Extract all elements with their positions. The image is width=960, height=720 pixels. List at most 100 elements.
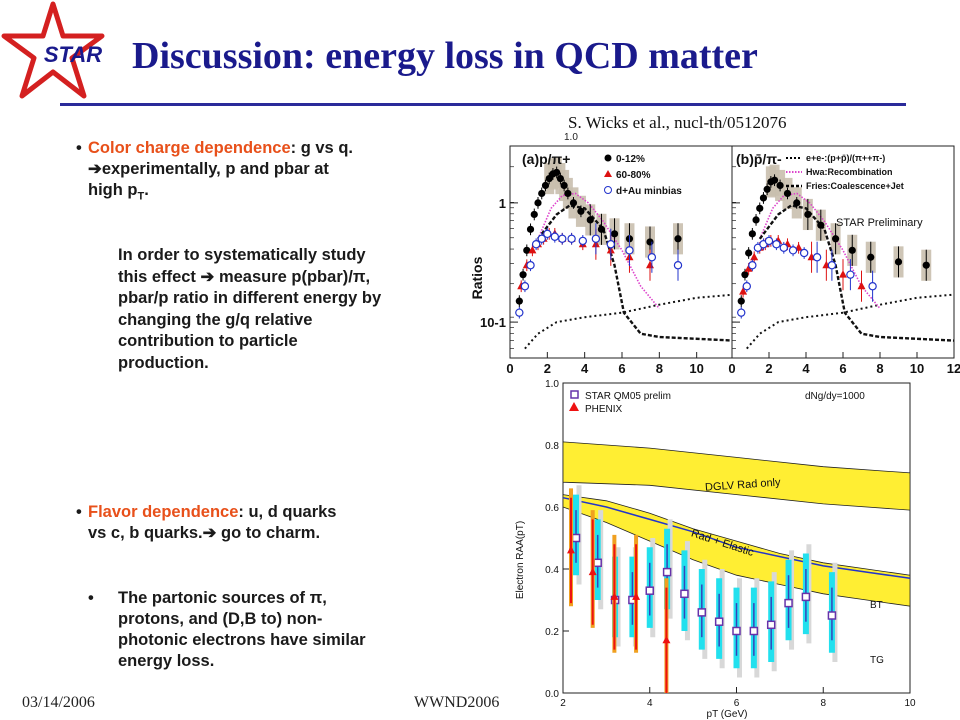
data-point <box>571 533 581 543</box>
data-point <box>894 258 903 266</box>
legend-entry: Fries:Coalescence+Jet <box>806 181 904 191</box>
x-tick-label: 0 <box>728 361 735 376</box>
data-point <box>741 271 749 279</box>
data-point <box>756 204 764 212</box>
arrow-icon: ➔ <box>202 524 217 542</box>
data-point <box>610 592 619 600</box>
data-point <box>737 308 746 317</box>
y-tick-label: 10-1 <box>480 315 506 330</box>
x-tick-label: 0 <box>506 361 513 376</box>
bullet-dot: • <box>88 589 94 607</box>
chart-electron-raa: 0.0 0.2 0.4 0.6 0.8 1.0 2 4 6 8 10 Electron RAA(pT… <box>515 379 916 720</box>
data-point <box>857 281 866 290</box>
data-point <box>748 230 756 238</box>
data-point <box>846 270 855 279</box>
data-point <box>673 261 683 270</box>
x-tick-label: 6 <box>734 698 740 709</box>
data-point <box>520 282 530 291</box>
band-label-dglv: DGLV Rad only <box>705 476 782 493</box>
data-point <box>674 235 682 243</box>
bullet-text: : g vs q. <box>290 139 353 157</box>
bullet-partonic: • The partonic sources of π, protons, an… <box>88 588 498 672</box>
legend-entry: d+Au minbias <box>616 186 682 197</box>
y-tick-label: 0.4 <box>545 565 559 576</box>
y-tick-label: 1.0 <box>545 379 559 390</box>
coalescence-jet-curve <box>758 204 955 342</box>
bullet-flavor: • Flavor dependence: u, d quarks vs c, b… <box>76 502 468 544</box>
data-point <box>812 253 822 262</box>
data-point <box>597 225 606 233</box>
data-point <box>783 189 792 198</box>
dng-dy-label: dNg/dy=1000 <box>805 391 865 402</box>
data-point <box>748 261 757 270</box>
legend: 0-12% 60-80% d+Au minbias <box>604 154 682 197</box>
data-point <box>749 626 759 636</box>
data-point <box>543 229 552 239</box>
data-point <box>779 243 789 253</box>
band-label-tg: TG <box>870 655 884 666</box>
data-point <box>750 252 759 261</box>
panel-label: (a)p/π+ <box>522 151 570 167</box>
data-point <box>567 545 576 554</box>
data-point <box>784 598 793 608</box>
data-point <box>537 234 546 243</box>
bullet-text: : u, d quarks <box>238 503 337 521</box>
data-point <box>839 270 847 278</box>
data-point <box>645 586 654 595</box>
legend-entry: PHENIX <box>585 404 623 415</box>
para-line: this effect <box>118 267 201 286</box>
data-point <box>526 261 535 270</box>
bullet-text: . <box>144 181 149 199</box>
data-point <box>558 234 567 243</box>
data-point <box>606 240 615 249</box>
data-point <box>610 230 619 238</box>
data-point <box>538 189 546 198</box>
bullet-color-charge: • Color charge dependence: g vs q. ➔expe… <box>76 138 468 207</box>
x-tick-label: 4 <box>647 698 653 709</box>
bullet-dot: • <box>76 139 82 157</box>
data-point <box>530 210 538 219</box>
band-rad-elastic <box>562 494 911 607</box>
data-point <box>662 635 671 644</box>
ee-reference-curve <box>746 293 955 350</box>
legend-marker <box>570 390 579 399</box>
panel-label: (b)p̄/π- <box>736 151 782 167</box>
data-point <box>541 181 550 190</box>
data-point <box>560 181 568 190</box>
data-point <box>586 216 594 224</box>
y-top-label: 1.0 <box>564 132 578 143</box>
bt-curve <box>562 496 911 580</box>
data-point <box>804 210 812 219</box>
data-point <box>739 287 748 295</box>
data-point <box>801 592 811 602</box>
para-line: measure p(pbar)/π, <box>214 267 371 286</box>
subscript: T <box>137 190 145 203</box>
y-tick-label: 0.8 <box>545 441 559 452</box>
footer-date: 03/14/2006 <box>22 694 95 711</box>
bullet-text: protons, and (D,B to) non- <box>118 610 323 628</box>
band-label-bt: BT <box>870 600 883 611</box>
bullet-text: photonic electrons have similar <box>118 631 366 649</box>
data-point <box>793 199 801 207</box>
data-point <box>788 246 798 255</box>
data-point <box>776 181 784 190</box>
pi-symbol: π <box>309 589 323 607</box>
x-axis-label: pT (GeV) <box>707 709 748 720</box>
star-preliminary-label: STAR Preliminary <box>836 217 923 229</box>
data-point <box>680 589 689 599</box>
data-point <box>523 246 531 254</box>
data-point <box>742 282 751 291</box>
logo-text: STAR <box>44 42 102 67</box>
x-tick-label: 2 <box>560 698 566 709</box>
x-tick-label: 12 <box>947 361 960 376</box>
data-point <box>531 240 541 249</box>
data-point <box>662 567 672 577</box>
x-tick-label: 6 <box>618 361 625 376</box>
legend-marker <box>569 402 579 411</box>
data-point <box>553 168 561 177</box>
bullet-highlight: Flavor dependence <box>88 503 239 521</box>
band-dglv-rad <box>562 441 911 511</box>
data-point <box>848 246 856 254</box>
data-point <box>697 608 707 617</box>
data-point <box>745 249 753 257</box>
